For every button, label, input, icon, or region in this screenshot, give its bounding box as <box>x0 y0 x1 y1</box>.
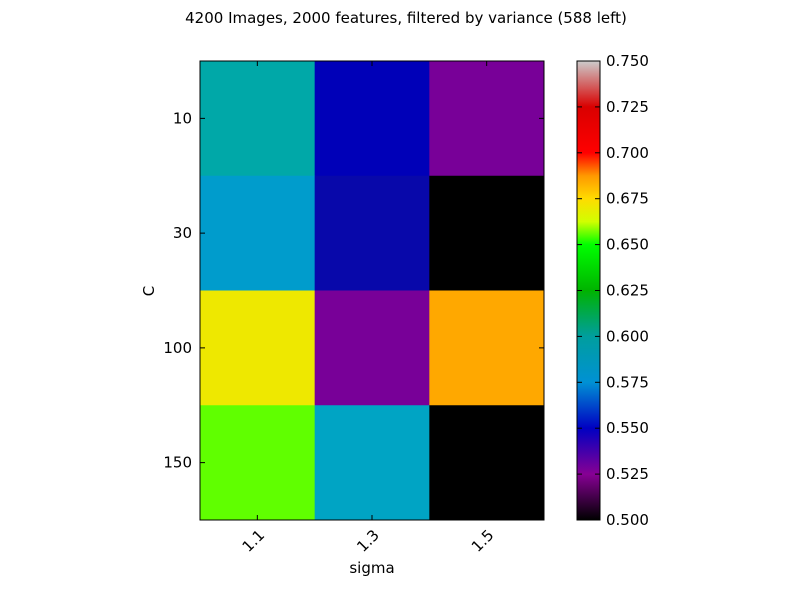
y-tick-label: 150 <box>163 454 192 472</box>
colorbar-tick-label: 0.725 <box>606 98 649 116</box>
heatmap-cell <box>429 290 545 406</box>
heatmap-cell <box>314 290 430 406</box>
heatmap-cell <box>314 61 430 177</box>
heatmap-cell <box>429 61 545 177</box>
x-tick-label: 1.1 <box>239 526 269 556</box>
heatmap-cell <box>429 175 545 291</box>
x-tick-label: 1.5 <box>468 526 498 556</box>
y-tick-label: 100 <box>163 339 192 357</box>
heatmap-cell <box>200 61 316 177</box>
x-tick-label: 1.3 <box>353 526 383 556</box>
y-tick-label: 30 <box>173 224 192 242</box>
heatmap-cell <box>200 290 316 406</box>
heatmap-cell <box>314 405 430 521</box>
y-tick-label: 10 <box>173 109 192 127</box>
colorbar-tick-label: 0.600 <box>606 327 649 345</box>
x-axis-label: sigma <box>349 559 394 577</box>
heatmap-cell <box>314 175 430 291</box>
colorbar-ticks: 0.500 0.525 0.550 0.575 0.600 0.625 0.650 0.675… <box>577 52 649 529</box>
colorbar-tick-label: 0.525 <box>606 465 649 483</box>
heatmap-cells <box>200 61 545 521</box>
colorbar-tick-label: 0.500 <box>606 511 649 529</box>
colorbar-tick-label: 0.550 <box>606 419 649 437</box>
colorbar-tick-label: 0.650 <box>606 236 649 254</box>
heatmap-cell <box>200 175 316 291</box>
colorbar-tick-label: 0.625 <box>606 282 649 300</box>
colorbar-tick-label: 0.750 <box>606 52 649 70</box>
y-axis-ticks: 10 30 100 150 <box>163 109 544 472</box>
chart-title: 4200 Images, 2000 features, filtered by … <box>185 9 627 27</box>
heatmap-cell <box>429 405 545 521</box>
colorbar-tick-label: 0.575 <box>606 373 649 391</box>
heatmap-cell <box>200 405 316 521</box>
y-axis-label: C <box>140 286 158 296</box>
colorbar-tick-label: 0.675 <box>606 190 649 208</box>
colorbar-tick-label: 0.700 <box>606 144 649 162</box>
